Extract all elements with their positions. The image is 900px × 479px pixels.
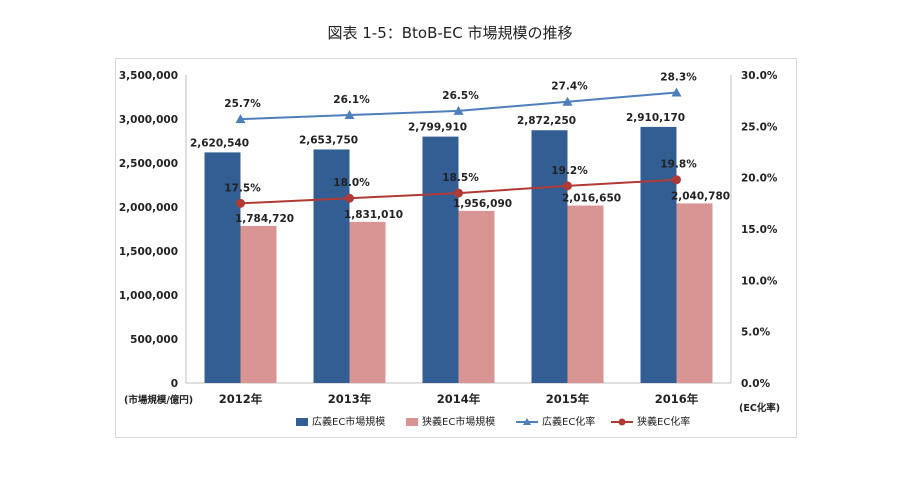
right-axis-unit-label: (EC化率) bbox=[739, 402, 780, 414]
right-tick-label: 25.0% bbox=[741, 121, 778, 133]
legend-label-narrow-ec-rate: 狭義EC化率 bbox=[637, 415, 690, 428]
category-label: 2015年 bbox=[546, 392, 590, 406]
wide-ec-rate-label: 26.5% bbox=[442, 90, 479, 102]
legend-marker-narrow-ec-rate bbox=[618, 418, 626, 426]
narrow-ec-rate-label: 19.2% bbox=[551, 165, 588, 177]
category-label: 2014年 bbox=[437, 392, 481, 406]
legend-swatch-wide-ec bbox=[296, 418, 308, 426]
legend-label-wide-ec: 広義EC市場規模 bbox=[312, 415, 385, 428]
right-tick-label: 5.0% bbox=[741, 327, 771, 339]
bar-narrow-ec-label: 1,956,090 bbox=[453, 198, 512, 210]
category-label: 2012年 bbox=[219, 392, 263, 406]
right-tick-label: 20.0% bbox=[741, 173, 778, 185]
bar-wide-ec bbox=[204, 152, 241, 383]
narrow-ec-rate-label: 17.5% bbox=[224, 182, 261, 194]
narrow-ec-rate-label: 18.5% bbox=[442, 172, 479, 184]
marker-wide-ec-rate bbox=[453, 105, 464, 115]
bar-wide-ec-label: 2,653,750 bbox=[299, 134, 358, 146]
wide-ec-rate-label: 28.3% bbox=[660, 71, 697, 83]
marker-narrow-ec-rate bbox=[345, 193, 354, 203]
chart-svg: 0 500,000 1,000,000 1,500,000 2,000,000 2,500… bbox=[119, 70, 780, 428]
bar-wide-ec bbox=[640, 126, 677, 384]
bar-wide-ec-label: 2,872,250 bbox=[517, 115, 576, 127]
wide-ec-rate-label: 26.1% bbox=[333, 94, 370, 106]
marker-narrow-ec-rate bbox=[236, 198, 245, 208]
bar-narrow-ec-label: 2,016,650 bbox=[562, 193, 621, 205]
left-tick-label: 3,000,000 bbox=[119, 114, 178, 126]
bar-wide-ec-label: 2,620,540 bbox=[190, 137, 249, 149]
narrow-ec-rate-label: 18.0% bbox=[333, 177, 370, 189]
left-tick-label: 2,500,000 bbox=[119, 158, 178, 170]
wide-ec-rate-label: 25.7% bbox=[224, 98, 261, 110]
legend-marker-wide-ec-rate bbox=[523, 418, 531, 425]
marker-narrow-ec-rate bbox=[454, 188, 463, 198]
chart-title: 図表 1-5：BtoB-EC 市場規模の推移 bbox=[327, 24, 573, 42]
bar-narrow-ec bbox=[676, 203, 713, 383]
legend-label-wide-ec-rate: 広義EC化率 bbox=[542, 415, 595, 428]
bar-wide-ec-label: 2,799,910 bbox=[408, 122, 467, 134]
bar-wide-ec bbox=[531, 130, 568, 383]
bar-narrow-ec bbox=[240, 225, 277, 383]
marker-wide-ec-rate bbox=[235, 114, 246, 124]
right-tick-label: 30.0% bbox=[741, 70, 778, 82]
right-tick-label: 0.0% bbox=[741, 378, 771, 390]
marker-wide-ec-rate bbox=[671, 87, 682, 97]
marker-wide-ec-rate bbox=[562, 96, 573, 106]
right-tick-label: 10.0% bbox=[741, 275, 778, 287]
legend-label-narrow-ec: 狭義EC市場規模 bbox=[422, 415, 495, 428]
left-tick-label: 3,500,000 bbox=[119, 70, 178, 82]
bar-narrow-ec-label: 1,831,010 bbox=[344, 209, 403, 221]
bar-narrow-ec bbox=[567, 205, 604, 383]
bar-wide-ec-label: 2,910,170 bbox=[626, 112, 685, 124]
marker-narrow-ec-rate bbox=[672, 175, 681, 185]
category-label: 2016年 bbox=[655, 392, 699, 406]
bar-narrow-ec bbox=[349, 221, 386, 383]
left-tick-label: 1,500,000 bbox=[119, 246, 178, 258]
legend-swatch-narrow-ec bbox=[406, 418, 418, 426]
category-label: 2013年 bbox=[328, 392, 372, 406]
marker-wide-ec-rate bbox=[344, 110, 355, 120]
marker-narrow-ec-rate bbox=[563, 181, 572, 191]
left-axis-unit-label: (市場規模/億円) bbox=[124, 394, 193, 406]
bar-wide-ec bbox=[422, 136, 459, 383]
bar-narrow-ec-label: 2,040,780 bbox=[671, 190, 730, 202]
wide-ec-rate-label: 27.4% bbox=[551, 81, 588, 93]
chart-frame: 0 500,000 1,000,000 1,500,000 2,000,000 2,500… bbox=[115, 58, 797, 438]
left-tick-label: 500,000 bbox=[130, 334, 178, 346]
bar-wide-ec bbox=[313, 149, 350, 383]
left-tick-label: 1,000,000 bbox=[119, 290, 178, 302]
right-tick-label: 15.0% bbox=[741, 224, 778, 236]
left-tick-label: 0 bbox=[171, 378, 178, 390]
bar-narrow-ec-label: 1,784,720 bbox=[235, 213, 294, 225]
narrow-ec-rate-label: 19.8% bbox=[660, 159, 697, 171]
bar-narrow-ec bbox=[458, 210, 495, 383]
left-tick-label: 2,000,000 bbox=[119, 202, 178, 214]
